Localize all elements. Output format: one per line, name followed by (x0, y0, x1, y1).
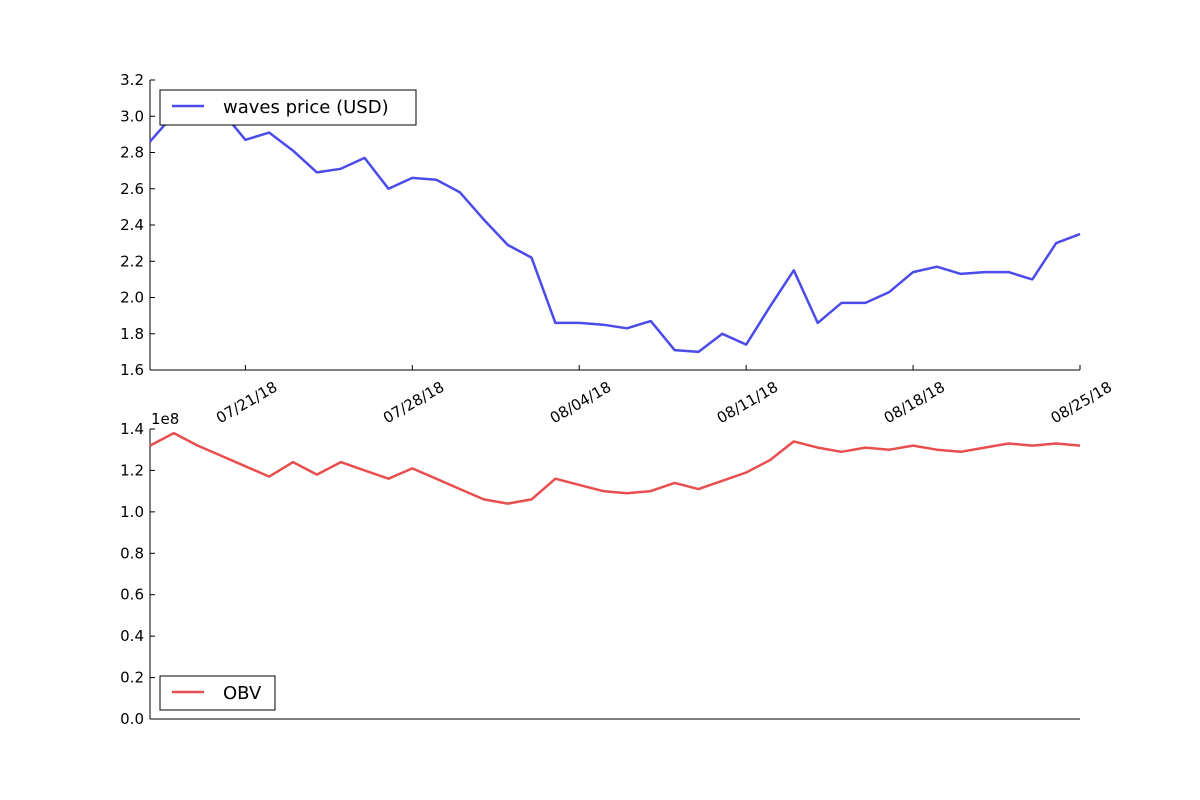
y-tick-label: 3.0 (120, 107, 144, 125)
price-y-ticks: 1.6 1.8 2.0 2.2 2.4 2.6 2.8 3.0 3.2 (120, 71, 155, 379)
obv-chart: 0.0 0.2 0.4 0.6 0.8 1.0 1.2 1.4 1e8 OBV (120, 410, 1081, 728)
series-line (149, 105, 1081, 354)
y-tick-label: 0.2 (120, 669, 144, 687)
y-tick-label: 1.4 (120, 420, 144, 438)
y-tick-label: 0.6 (120, 586, 144, 604)
price-legend-box (159, 89, 417, 126)
obv-y-ticks: 0.0 0.2 0.4 0.6 0.8 1.0 1.2 1.4 (120, 420, 155, 728)
y-tick-label: 1.6 (120, 361, 144, 379)
price-legend: waves price (USD) (159, 89, 417, 126)
y-tick-label: 2.0 (120, 289, 144, 307)
obv-legend-label: OBV (223, 683, 262, 704)
y-tick-label: 3.2 (120, 71, 144, 89)
price-series (149, 105, 1081, 354)
y-tick-label: 1.8 (120, 325, 144, 343)
price-legend-label: waves price (USD) (223, 97, 389, 118)
y-tick-label: 2.8 (120, 144, 144, 162)
obv-axes (149, 429, 1080, 720)
y-tick-label: 0.0 (120, 710, 144, 728)
y-tick-label: 1.2 (120, 461, 144, 479)
obv-legend: OBV (159, 675, 276, 711)
y-tick-label: 1.0 (120, 503, 144, 521)
y-tick-label: 2.4 (120, 216, 144, 234)
y-tick-label: 0.8 (120, 544, 144, 562)
obv-series (149, 431, 1081, 505)
y-tick-label: 0.4 (120, 627, 144, 645)
y-tick-label: 2.6 (120, 180, 144, 198)
obv-y-offset-label: 1e8 (151, 410, 179, 428)
y-tick-label: 2.2 (120, 252, 144, 270)
series-line (149, 431, 1081, 505)
